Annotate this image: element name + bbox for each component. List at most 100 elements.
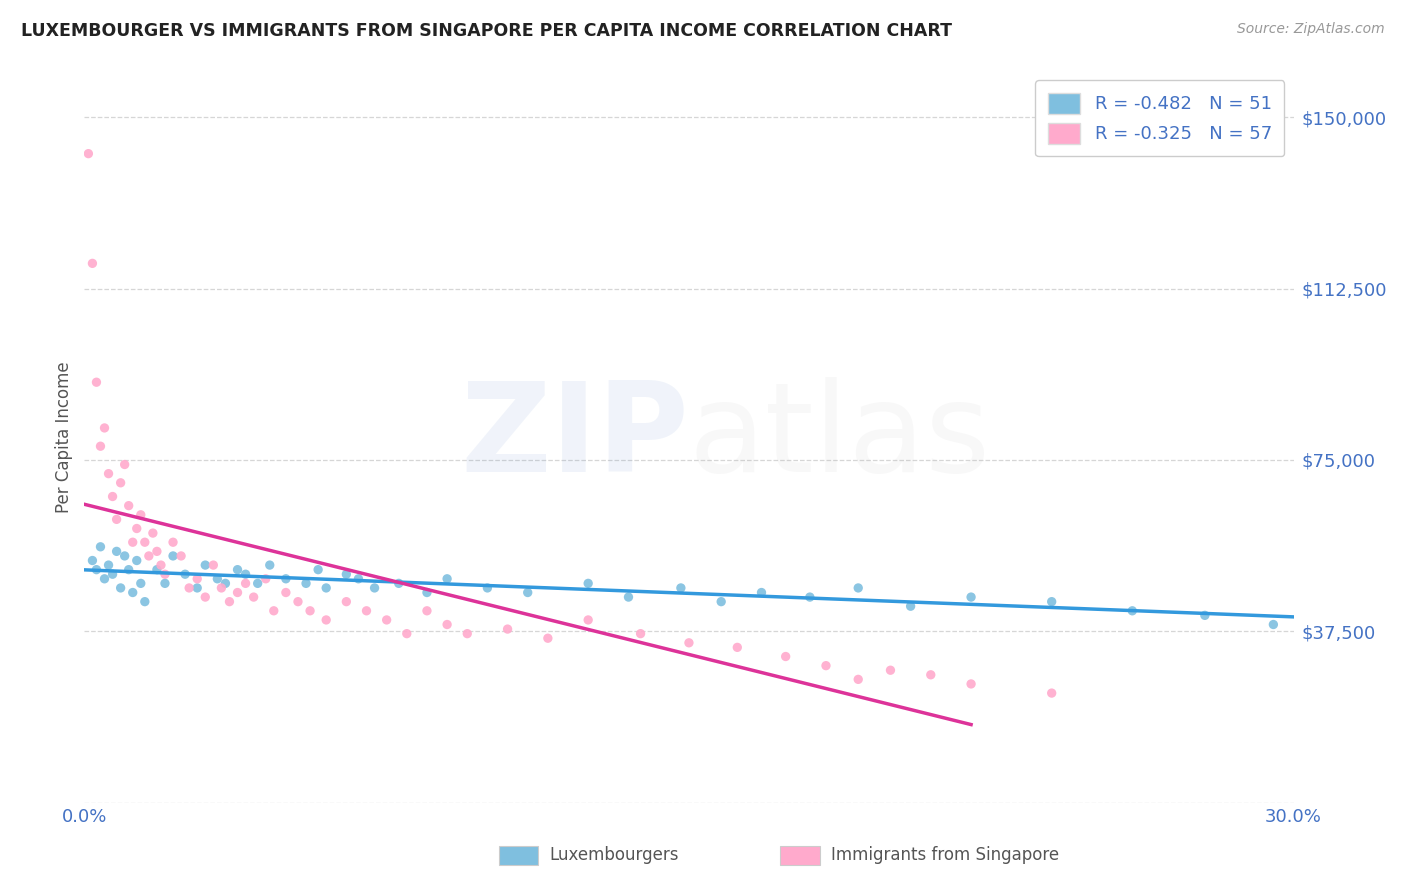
Point [775, 649, 797, 664]
Text: atlas: atlas [689, 376, 991, 498]
Point [125, 553, 148, 567]
Point [263, 604, 285, 618]
Point [375, 613, 398, 627]
Point [395, 626, 418, 640]
Point [121, 535, 143, 549]
Text: Luxembourgers: Luxembourgers [550, 847, 679, 864]
Point [89, 439, 111, 453]
Point [162, 535, 184, 549]
Point [214, 576, 236, 591]
Point [149, 558, 172, 573]
Point [77, 146, 100, 161]
Point [1040, 594, 1063, 608]
Point [93, 421, 115, 435]
Point [960, 590, 983, 604]
Point [846, 581, 869, 595]
Point [146, 563, 169, 577]
Point [356, 604, 378, 618]
Point [335, 594, 357, 608]
Point [617, 590, 640, 604]
Point [134, 594, 156, 608]
Point [315, 581, 337, 595]
Point [576, 613, 599, 627]
Point [537, 632, 560, 646]
Point [436, 617, 458, 632]
Point [920, 667, 942, 681]
Point [879, 663, 901, 677]
Point [129, 576, 152, 591]
Point [235, 567, 257, 582]
Point [194, 590, 217, 604]
Point [846, 673, 869, 687]
Point [174, 567, 197, 582]
Legend: R = -0.482   N = 51, R = -0.325   N = 57: R = -0.482 N = 51, R = -0.325 N = 57 [1035, 80, 1285, 156]
Point [129, 508, 152, 522]
Point [114, 549, 136, 563]
Point [153, 576, 176, 591]
Point [207, 572, 229, 586]
Point [335, 567, 357, 582]
Point [710, 594, 733, 608]
Point [153, 567, 176, 582]
Point [142, 526, 165, 541]
Point [82, 553, 104, 567]
Point [299, 604, 322, 618]
Point [97, 467, 120, 481]
Point [1263, 617, 1285, 632]
Y-axis label: Per Capita Income: Per Capita Income [55, 361, 73, 513]
Point [105, 544, 128, 558]
Point [315, 613, 337, 627]
Point [1194, 608, 1216, 623]
Text: Source: ZipAtlas.com: Source: ZipAtlas.com [1237, 22, 1385, 37]
Point [242, 590, 264, 604]
Point [960, 677, 983, 691]
Point [97, 558, 120, 573]
Point [751, 585, 773, 599]
Point [170, 549, 193, 563]
Point [388, 576, 411, 591]
Point [496, 622, 519, 636]
Text: LUXEMBOURGER VS IMMIGRANTS FROM SINGAPORE PER CAPITA INCOME CORRELATION CHART: LUXEMBOURGER VS IMMIGRANTS FROM SINGAPOR… [21, 22, 952, 40]
Point [814, 658, 837, 673]
Point [295, 576, 318, 591]
Point [118, 563, 141, 577]
Point [226, 585, 249, 599]
Point [110, 475, 132, 490]
Point [1040, 686, 1063, 700]
Point [101, 490, 124, 504]
Point [218, 594, 240, 608]
Point [146, 544, 169, 558]
Point [416, 604, 439, 618]
Point [82, 256, 104, 270]
Point [186, 572, 208, 586]
Text: Immigrants from Singapore: Immigrants from Singapore [831, 847, 1059, 864]
Point [89, 540, 111, 554]
Point [125, 521, 148, 535]
Point [259, 558, 281, 573]
Point [287, 594, 309, 608]
Point [110, 581, 132, 595]
Point [105, 512, 128, 526]
Point [162, 549, 184, 563]
Point [669, 581, 692, 595]
Point [347, 572, 370, 586]
Point [121, 585, 143, 599]
Point [118, 499, 141, 513]
Point [307, 563, 329, 577]
Point [194, 558, 217, 573]
Point [114, 458, 136, 472]
Point [134, 535, 156, 549]
Point [630, 626, 652, 640]
Point [516, 585, 538, 599]
Point [416, 585, 439, 599]
Point [900, 599, 922, 614]
Point [725, 640, 748, 655]
Point [363, 581, 385, 595]
Point [274, 572, 297, 586]
Point [86, 563, 108, 577]
Point [274, 585, 297, 599]
Point [799, 590, 821, 604]
Point [186, 581, 208, 595]
Point [477, 581, 499, 595]
Point [93, 572, 115, 586]
